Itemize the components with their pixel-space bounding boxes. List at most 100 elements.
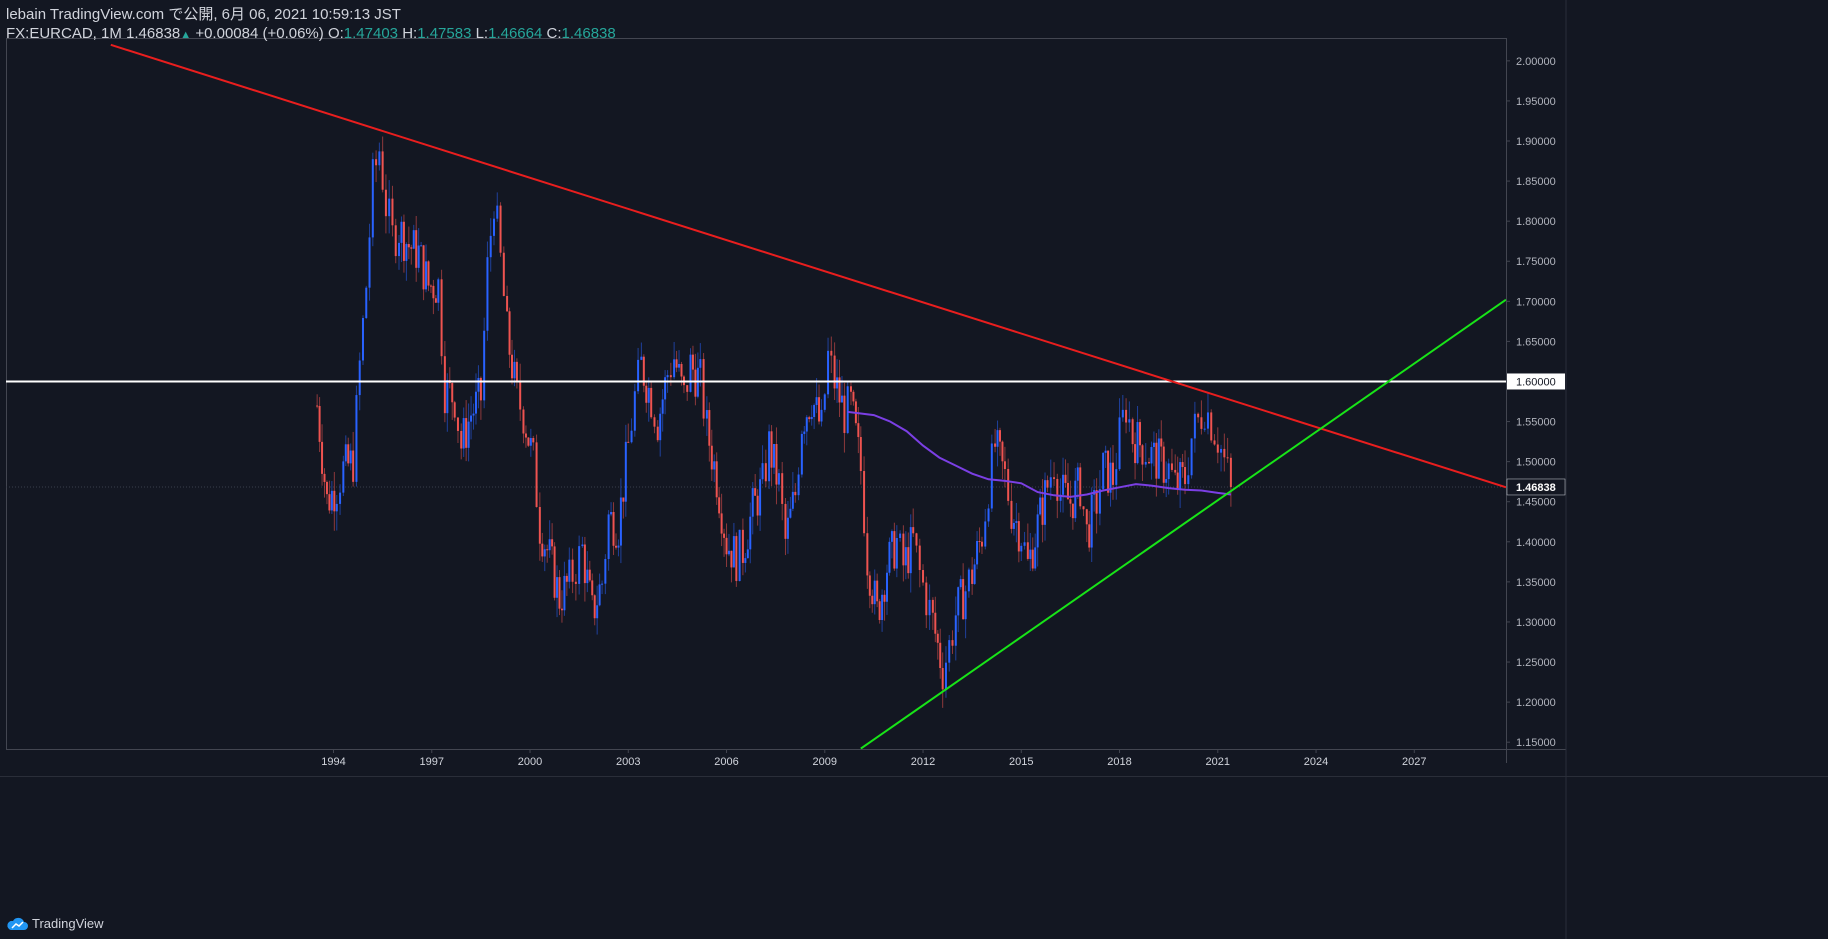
candle-up xyxy=(948,640,951,663)
candle-up xyxy=(339,492,342,504)
candle-up xyxy=(1039,497,1042,515)
x-tick-label: 2012 xyxy=(911,756,935,768)
publish-info: lebain TradingView.com で公開, 6月 06, 2021 … xyxy=(6,6,401,23)
candle-down xyxy=(1107,450,1110,493)
x-tick-label: 2027 xyxy=(1402,756,1426,768)
candle-down xyxy=(538,507,541,544)
candle-down xyxy=(316,405,319,407)
candle-down xyxy=(1197,413,1200,418)
candle-down xyxy=(669,375,672,378)
candle-down xyxy=(951,640,954,646)
candle-down xyxy=(535,442,538,508)
candle-down xyxy=(863,471,866,534)
candle-down xyxy=(656,426,659,441)
candle-down xyxy=(1170,463,1173,470)
candle-down xyxy=(931,599,934,613)
candle-down xyxy=(1213,440,1216,445)
candle-down xyxy=(775,444,778,485)
candle-down xyxy=(375,159,378,166)
candle-down xyxy=(830,350,833,356)
candle-down xyxy=(321,441,324,474)
candle-up xyxy=(705,410,708,419)
candle-up xyxy=(673,359,676,378)
candle-down xyxy=(558,577,561,609)
candle-down xyxy=(352,450,355,482)
candle-up xyxy=(1034,547,1037,569)
candle-down xyxy=(465,418,468,448)
high-value: 1.47583 xyxy=(417,25,472,42)
candle-down xyxy=(508,311,511,355)
candle-up xyxy=(437,279,440,303)
candle-up xyxy=(637,359,640,392)
high-label: H: xyxy=(402,25,418,42)
candle-down xyxy=(1210,412,1213,441)
candle-down xyxy=(1069,499,1072,504)
candle-up xyxy=(1104,450,1107,453)
candle-up xyxy=(1059,494,1062,501)
candle-down xyxy=(653,417,656,427)
candle-up xyxy=(548,539,551,551)
tradingview-logo[interactable]: TradingView xyxy=(6,916,104,931)
candle-down xyxy=(511,354,514,379)
candle-up xyxy=(467,421,470,448)
candle-up xyxy=(1015,521,1018,523)
candle-up xyxy=(888,541,891,573)
candle-up xyxy=(738,529,741,581)
candle-down xyxy=(715,461,718,498)
y-tick-label: 1.45000 xyxy=(1516,497,1556,509)
candle-up xyxy=(1190,438,1193,476)
candle-down xyxy=(1017,521,1020,552)
candle-up xyxy=(1121,409,1124,418)
candle-down xyxy=(460,430,463,449)
candle-up xyxy=(791,491,794,509)
candle-up xyxy=(492,218,495,236)
candle-down xyxy=(574,581,577,584)
candle-up xyxy=(330,490,333,511)
candle-up xyxy=(361,318,364,361)
candle-up xyxy=(996,430,999,447)
candle-down xyxy=(1079,467,1082,507)
candle-down xyxy=(1181,462,1184,468)
y-tick-label: 1.90000 xyxy=(1516,136,1556,148)
candle-down xyxy=(571,559,574,582)
candle-down xyxy=(694,369,697,397)
candle-down xyxy=(645,385,648,403)
candle-down xyxy=(1046,480,1049,488)
candle-down xyxy=(1223,448,1226,458)
candle-down xyxy=(936,633,939,643)
candle-down xyxy=(1003,461,1006,470)
candle-down xyxy=(708,410,711,446)
price-change: +0.00084 (+0.06%) xyxy=(195,25,324,42)
candle-up xyxy=(489,235,492,258)
resistance-trendline xyxy=(110,43,1506,489)
candle-up xyxy=(1115,469,1118,485)
candle-down xyxy=(735,536,738,581)
candle-up xyxy=(1074,480,1077,519)
chart-legend: lebain TradingView.com で公開, 6月 06, 2021 … xyxy=(6,6,616,44)
candle-down xyxy=(384,189,387,217)
y-tick-label: 1.95000 xyxy=(1516,96,1556,108)
candle-down xyxy=(328,494,331,511)
candle-down xyxy=(998,430,1001,442)
candle-down xyxy=(453,402,456,418)
candle-up xyxy=(355,395,358,482)
candle-up xyxy=(873,580,876,605)
candle-up xyxy=(797,474,800,496)
x-tick-label: 1994 xyxy=(321,756,345,768)
candle-down xyxy=(407,244,410,248)
candle-down xyxy=(971,569,974,584)
y-tick-label: 1.40000 xyxy=(1516,537,1556,549)
candle-up xyxy=(647,387,650,403)
candle-up xyxy=(713,461,716,470)
candle-up xyxy=(417,245,420,268)
candle-up xyxy=(617,545,620,548)
candle-down xyxy=(723,533,726,538)
candle-down xyxy=(718,497,721,514)
close-value: 1.46838 xyxy=(561,25,616,42)
symbol-timeframe[interactable]: FX:EURCAD, 1M xyxy=(6,25,122,42)
candle-up xyxy=(803,431,806,434)
current-price-tag xyxy=(1506,478,1566,496)
candle-down xyxy=(456,417,459,431)
candle-up xyxy=(990,443,993,509)
